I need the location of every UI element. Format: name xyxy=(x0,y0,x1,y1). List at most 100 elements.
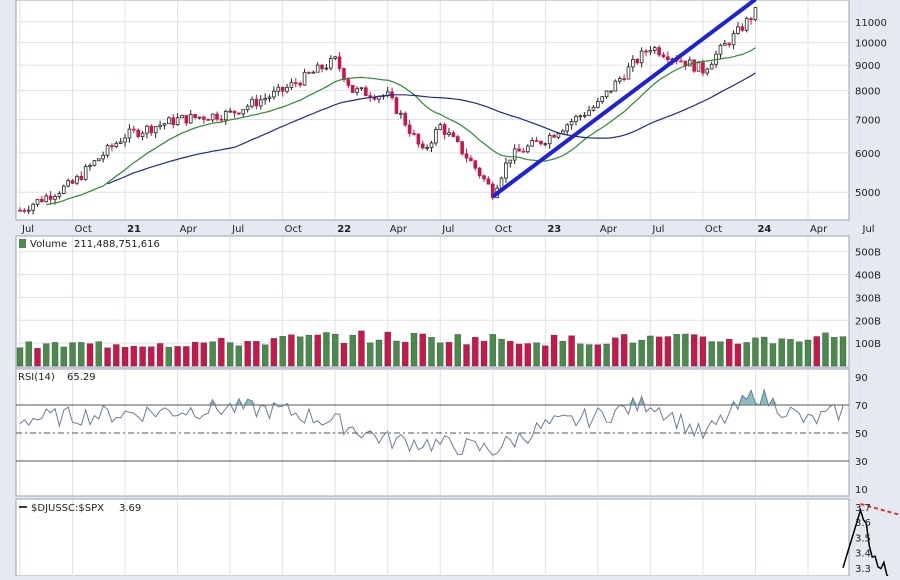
candle-body xyxy=(504,162,508,179)
volume-bar xyxy=(113,344,120,367)
rsi-y-tick-label: 50 xyxy=(855,429,868,440)
volume-bar xyxy=(655,336,663,367)
candle-body xyxy=(311,71,316,74)
rsi-label-prefix: RSI(14) xyxy=(18,372,55,383)
ratio-trendline xyxy=(860,502,900,516)
candle-body xyxy=(565,124,570,132)
volume-bar xyxy=(734,343,742,367)
volume-bar xyxy=(533,342,540,367)
candle-body xyxy=(740,26,745,31)
candle-body xyxy=(556,133,561,138)
rsi-y-tick-label: 30 xyxy=(855,457,868,468)
volume-bar xyxy=(130,345,137,367)
candle-body xyxy=(237,112,241,115)
volume-y-tick-label: 100B xyxy=(855,339,881,350)
candle-body xyxy=(92,160,97,166)
volume-bar xyxy=(34,348,41,367)
candle-body xyxy=(40,198,44,203)
candle-body xyxy=(587,109,591,116)
price-y-tick-label: 7000 xyxy=(855,116,880,127)
price-y-tick-label: 9000 xyxy=(855,61,880,72)
volume-bar xyxy=(822,332,829,367)
rsi-y-tick-label: 10 xyxy=(855,485,868,496)
price-y-tick-label: 11000 xyxy=(855,18,887,29)
volume-bar xyxy=(402,341,409,367)
candle-body xyxy=(626,66,631,80)
ratio-y-tick-label: 3.7 xyxy=(855,503,871,514)
x-tick-label: 23 xyxy=(547,224,561,235)
candle-body xyxy=(521,150,526,153)
candle-body xyxy=(412,133,416,135)
x-tick-label: Jul xyxy=(651,224,664,235)
volume-bar xyxy=(489,334,496,367)
volume-bar xyxy=(51,342,59,367)
volume-bar xyxy=(183,346,190,367)
rsi-line xyxy=(19,388,844,456)
candle-body xyxy=(127,128,132,139)
volume-bar xyxy=(463,344,470,367)
candle-body xyxy=(83,166,88,180)
rsi-label: RSI(14) 65.29 xyxy=(18,372,96,383)
candle-body xyxy=(582,114,587,117)
volume-bar xyxy=(480,340,488,367)
rsi-y-tick-label: 90 xyxy=(855,373,868,384)
candle-body xyxy=(604,90,609,98)
volume-bar xyxy=(550,334,558,367)
candle-body xyxy=(701,62,705,74)
volume-y-tick-label: 500B xyxy=(855,248,881,259)
candle-body xyxy=(219,118,224,121)
candle-body xyxy=(425,147,429,149)
candle-body xyxy=(407,124,412,134)
volume-bar xyxy=(261,344,269,367)
price-trendline xyxy=(491,0,757,199)
candle-body xyxy=(749,18,753,21)
volume-bar xyxy=(691,334,698,367)
candle-body xyxy=(171,117,176,125)
candle-body xyxy=(350,84,355,93)
candle-body xyxy=(88,164,92,167)
candle-body xyxy=(302,71,307,86)
candle-body xyxy=(206,118,211,121)
candle-body xyxy=(167,117,171,125)
volume-bar xyxy=(332,333,339,367)
ratio-y-tick-label: 3.6 xyxy=(855,518,871,529)
candle-body xyxy=(307,71,311,74)
candle-body xyxy=(591,106,596,111)
candle-body xyxy=(293,82,298,85)
candle-body xyxy=(153,126,158,134)
volume-bar xyxy=(104,347,111,367)
candle-body xyxy=(434,129,438,144)
candle-body xyxy=(692,59,696,72)
volume-bar xyxy=(428,337,435,367)
volume-label: Volume 211,488,751,616 xyxy=(19,239,160,250)
volume-bar xyxy=(226,342,234,367)
candle-body xyxy=(118,141,123,144)
ma-slow-line xyxy=(107,72,756,185)
volume-bar xyxy=(253,341,260,367)
candle-body xyxy=(250,98,254,107)
volume-bar xyxy=(340,343,348,367)
volume-bar xyxy=(69,342,76,367)
candle-body xyxy=(613,80,618,92)
candle-body xyxy=(188,114,193,124)
ratio-y-tick-label: 3.3 xyxy=(855,564,871,575)
x-tick-label: Jul xyxy=(231,224,244,235)
candle-body xyxy=(232,110,237,114)
volume-bar xyxy=(305,334,313,367)
candle-body xyxy=(696,62,701,72)
candle-body xyxy=(652,47,657,51)
candle-body xyxy=(442,124,447,135)
candle-body xyxy=(552,135,556,138)
volume-bar xyxy=(507,341,514,367)
candle-body xyxy=(202,116,206,120)
volume-bar xyxy=(542,345,549,367)
candle-body xyxy=(416,133,421,145)
candle-body xyxy=(596,101,600,108)
candle-body xyxy=(101,154,105,160)
candle-body xyxy=(429,142,434,148)
candle-body xyxy=(114,142,119,148)
volume-bar xyxy=(384,331,391,367)
candle-body xyxy=(35,198,40,205)
